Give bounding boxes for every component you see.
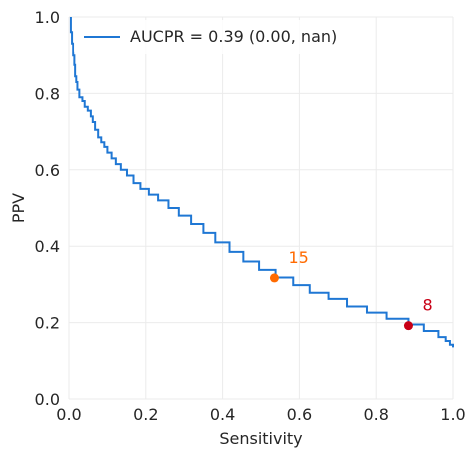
y-tick-labels: 0.0 0.2 0.4 0.6 0.8 1.0 bbox=[35, 8, 60, 409]
x-tick-label: 1.0 bbox=[440, 405, 465, 424]
y-tick-label: 0.8 bbox=[35, 84, 60, 103]
annotation-points: 15 8 bbox=[269, 248, 433, 331]
pr-curve-line bbox=[69, 17, 454, 348]
y-tick-label: 1.0 bbox=[35, 8, 60, 27]
y-tick-label: 0.6 bbox=[35, 161, 60, 180]
x-tick-label: 0.8 bbox=[363, 405, 388, 424]
y-tick-label: 0.2 bbox=[35, 314, 60, 333]
threshold-point bbox=[403, 321, 413, 331]
y-axis-label: PPV bbox=[9, 193, 28, 223]
x-tick-label: 0.4 bbox=[210, 405, 235, 424]
grid bbox=[68, 16, 454, 400]
x-axis-label: Sensitivity bbox=[219, 429, 302, 448]
y-tick-label: 0.0 bbox=[35, 390, 60, 409]
legend: AUCPR = 0.39 (0.00, nan) bbox=[74, 20, 352, 54]
threshold-point bbox=[269, 273, 279, 283]
legend-entry: AUCPR = 0.39 (0.00, nan) bbox=[130, 27, 337, 46]
x-tick-label: 0.2 bbox=[133, 405, 158, 424]
legend-box bbox=[74, 20, 352, 54]
y-tick-label: 0.4 bbox=[35, 237, 60, 256]
threshold-label: 15 bbox=[288, 248, 308, 267]
x-tick-labels: 0.0 0.2 0.4 0.6 0.8 1.0 bbox=[56, 405, 465, 424]
series-layer bbox=[69, 17, 454, 348]
x-tick-label: 0.0 bbox=[56, 405, 81, 424]
x-tick-label: 0.6 bbox=[287, 405, 312, 424]
threshold-label: 8 bbox=[422, 296, 432, 315]
